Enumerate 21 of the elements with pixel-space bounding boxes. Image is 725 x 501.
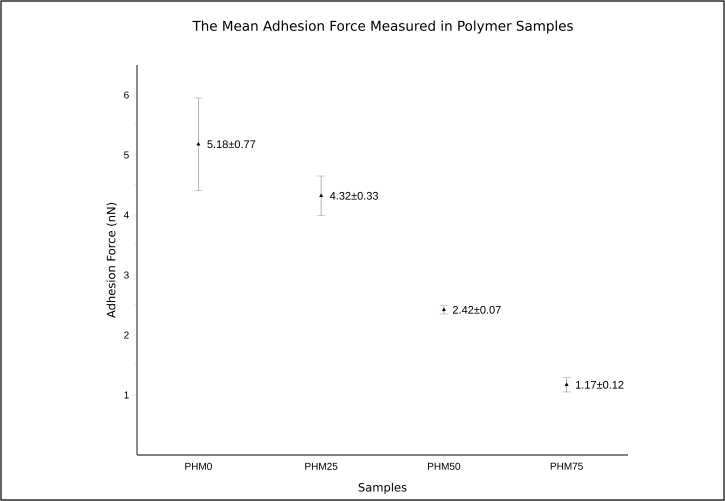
x-tick-label: PHM0	[185, 462, 212, 470]
y-tick-label: 1	[124, 392, 129, 398]
point	[564, 382, 569, 386]
data-label: 2.42±0.07	[452, 306, 501, 314]
y-tick-label: 3	[124, 271, 129, 279]
y-tick-label: 2	[124, 332, 129, 338]
y-axis-title: Adhesion Force (nN)	[106, 202, 117, 318]
point	[319, 194, 324, 197]
data-label: 5.18±0.77	[207, 140, 256, 148]
y-tick-label: 4	[124, 212, 129, 218]
x-axis-title: Samples	[358, 482, 406, 494]
y-tick-label: 6	[124, 91, 129, 99]
point	[442, 308, 446, 311]
y-tick-label: 5	[124, 152, 129, 158]
x-tick-label: PHM25	[305, 462, 338, 470]
x-tick-label: PHM50	[428, 462, 460, 470]
data-label: 4.32±0.33	[330, 192, 378, 200]
chart-title: The Mean Adhesion Force Measured in Polymer Samples	[192, 20, 573, 34]
data-label: 1.17±0.12	[576, 380, 624, 389]
point	[196, 142, 200, 146]
x-tick-label: PHM75	[550, 462, 583, 470]
